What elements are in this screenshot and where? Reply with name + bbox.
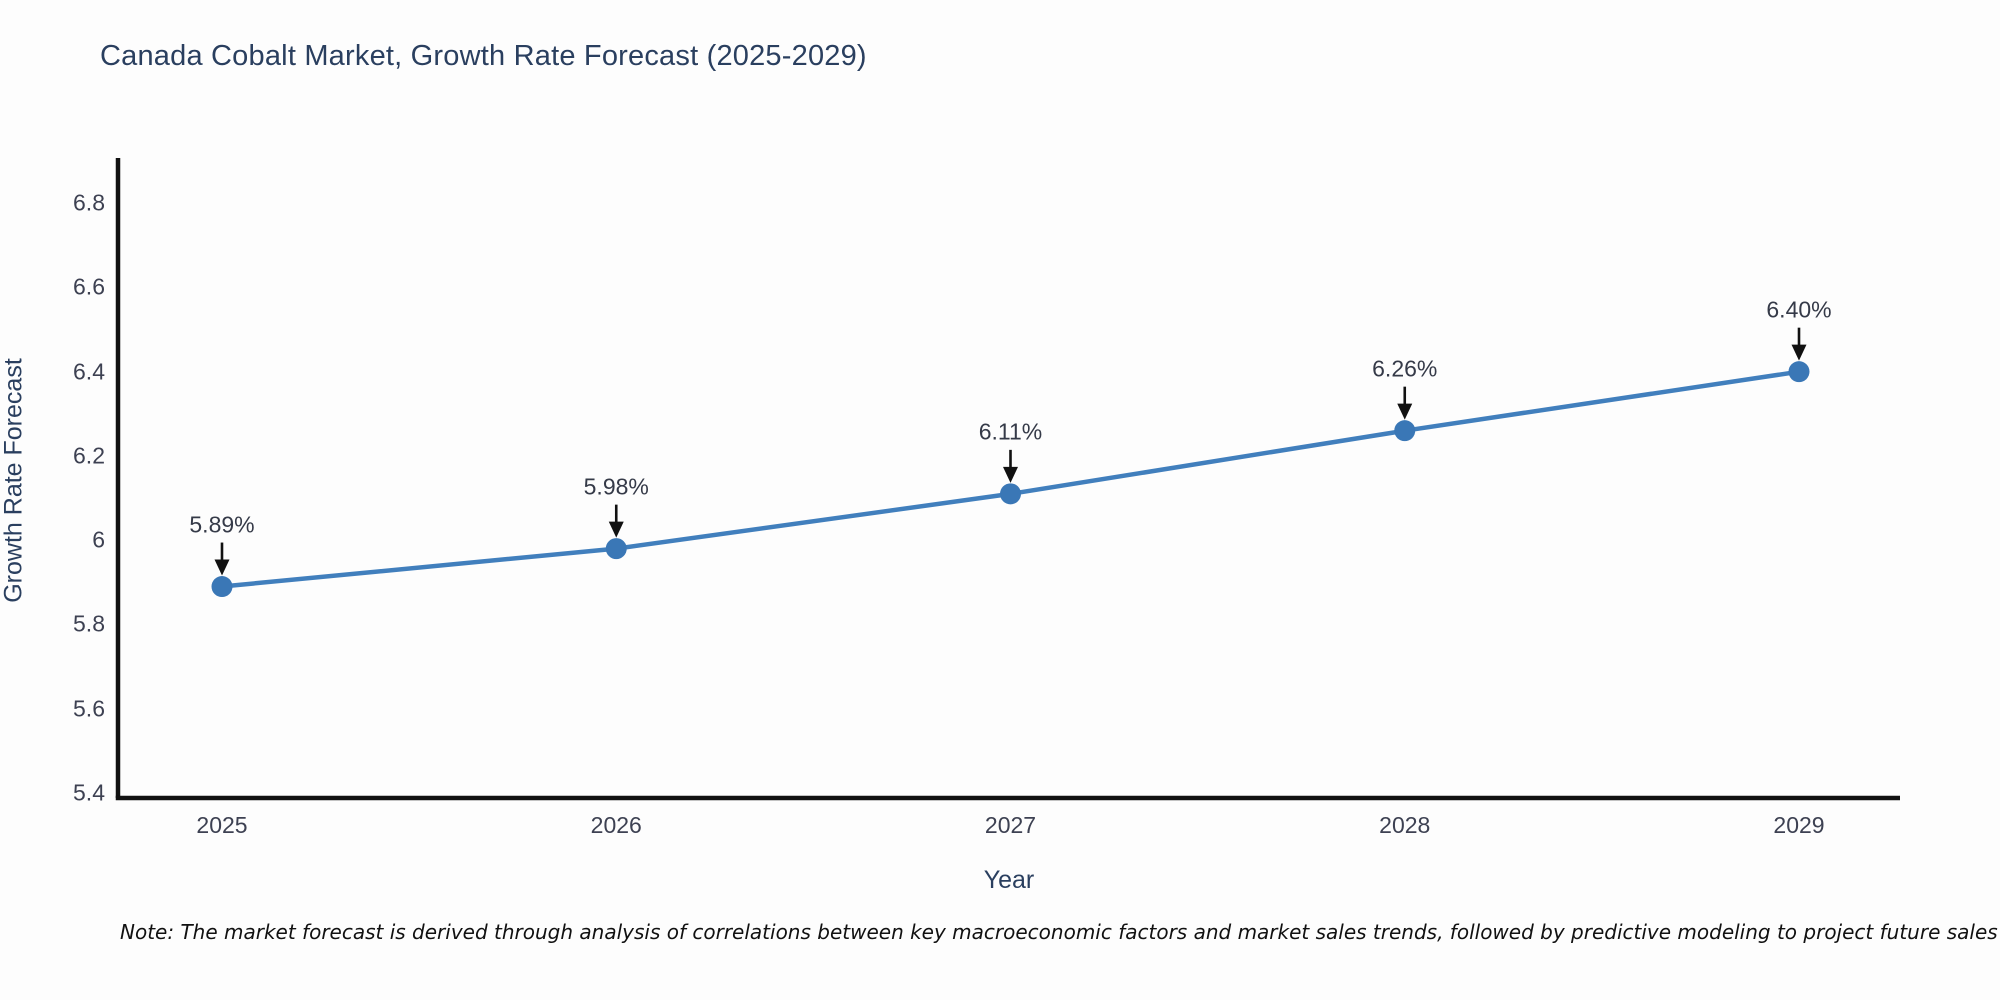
chart-title: Canada Cobalt Market, Growth Rate Foreca… — [100, 40, 867, 72]
x-axis-title: Year — [983, 866, 1035, 894]
y-tick-label: 5.6 — [73, 695, 105, 722]
y-tick-label: 5.4 — [73, 779, 105, 806]
data-point-value-label: 6.11% — [978, 418, 1043, 445]
data-point-marker[interactable] — [1000, 483, 1021, 505]
data-point-marker[interactable] — [1394, 420, 1416, 442]
data-point-value-label: 6.40% — [1766, 296, 1832, 323]
data-point-value-label: 6.26% — [1372, 355, 1438, 382]
data-point-marker[interactable] — [211, 576, 233, 598]
annotation-arrow-head — [1791, 344, 1807, 361]
data-point-marker[interactable] — [605, 538, 627, 560]
y-tick-label: 6.8 — [73, 189, 105, 216]
annotation-arrow-head — [1003, 466, 1018, 483]
annotation-arrow-head — [1397, 403, 1413, 420]
y-tick-label: 5.8 — [73, 610, 105, 637]
x-tick-label: 2027 — [984, 812, 1037, 838]
y-tick-label: 6.6 — [73, 273, 105, 300]
data-point-value-label: 5.89% — [189, 511, 255, 538]
footnote: Note: The market forecast is derived thr… — [120, 920, 1998, 944]
x-tick-label: 2026 — [590, 812, 642, 838]
y-tick-label: 6.2 — [73, 442, 105, 469]
annotation-arrow-head — [608, 521, 624, 538]
y-tick-label: 6 — [92, 526, 105, 553]
x-tick-label: 2028 — [1379, 812, 1431, 838]
x-tick-label: 2029 — [1773, 812, 1825, 838]
y-tick-label: 6.4 — [73, 358, 105, 385]
data-point-marker[interactable] — [1788, 361, 1810, 383]
x-tick-label: 2025 — [196, 812, 248, 838]
data-point-value-label: 5.98% — [583, 473, 649, 500]
annotation-arrow-head — [214, 559, 230, 576]
